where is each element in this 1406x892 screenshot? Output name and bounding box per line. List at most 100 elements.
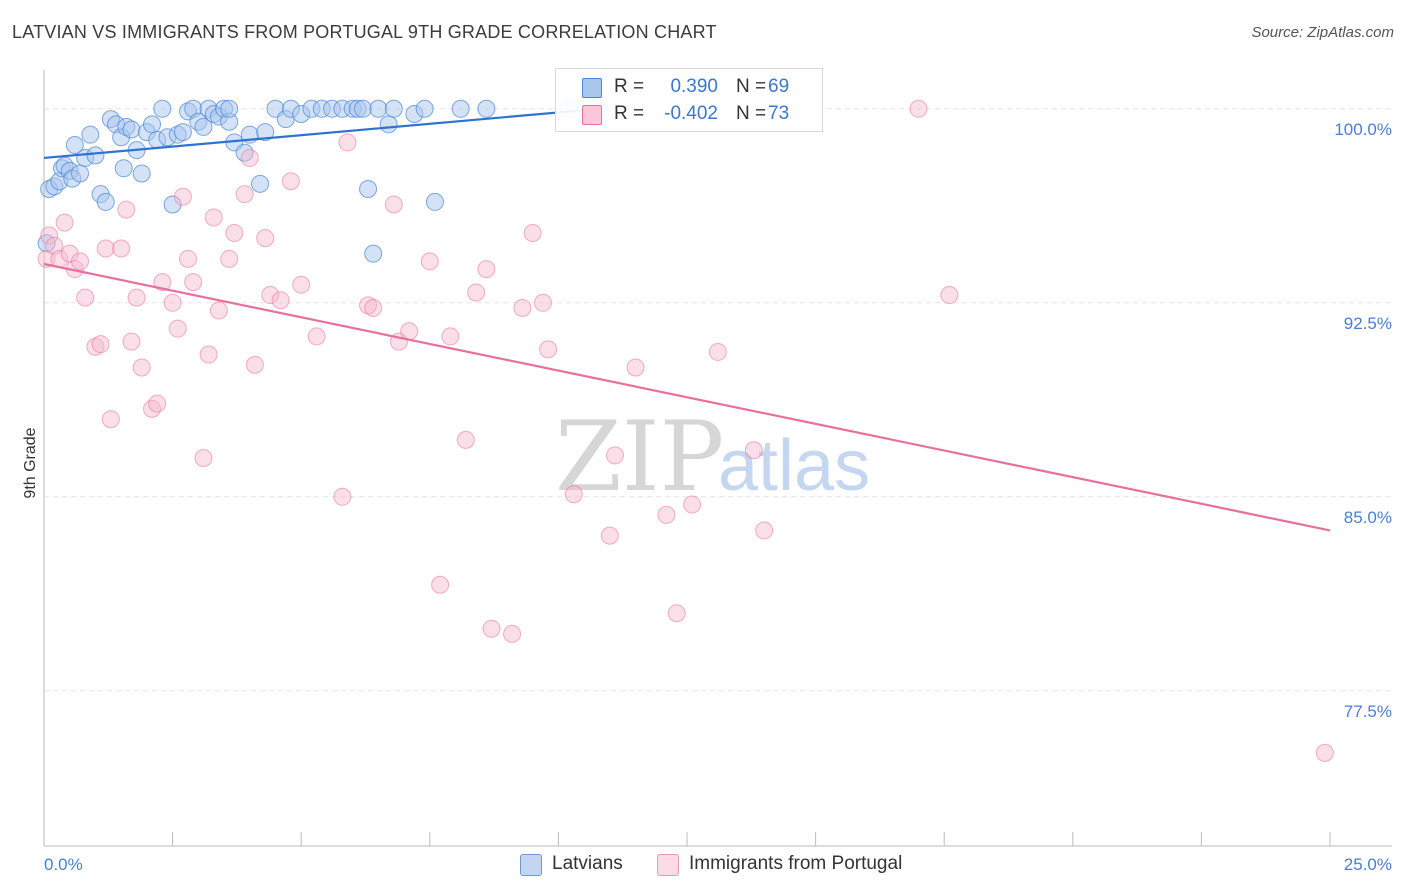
data-point-portugal [292,275,311,294]
legend-n-label: N = [736,103,767,124]
data-point-portugal [179,249,198,268]
data-point-latvians [384,99,403,118]
data-point-portugal [173,187,192,206]
data-point-portugal [55,213,74,232]
data-point-portugal [513,298,532,317]
data-point-portugal [281,172,300,191]
trend-line-portugal [43,262,1331,532]
data-point-latvians [353,99,372,118]
watermark-atlas: atlas [718,426,870,506]
legend-r-label: R = [614,76,645,97]
data-point-portugal [359,296,378,315]
data-point-portugal [96,239,115,258]
data-point-portugal [163,293,182,312]
data-point-portugal [220,249,239,268]
data-point-latvians [235,143,254,162]
data-point-portugal [909,99,928,118]
data-point-portugal [605,446,624,465]
legend-n-value: 69 [768,76,790,97]
data-point-latvians [132,164,151,183]
trend-lines [43,107,1331,532]
data-point-portugal [456,430,475,449]
data-point-portugal [441,327,460,346]
data-point-portugal [40,226,59,245]
data-point-portugal [338,133,357,152]
data-point-latvians [194,117,213,136]
legend-n-value: 73 [768,103,790,124]
data-point-portugal [477,260,496,279]
data-point-portugal [225,223,244,242]
data-point-latvians [96,192,115,211]
series-latvians [37,99,609,263]
data-point-latvians [425,192,444,211]
data-point-portugal [667,604,686,623]
bottom-legend: Latvians Immigrants from Portugal [0,852,1406,878]
data-point-latvians [256,123,275,142]
data-point-portugal [91,335,110,354]
data-point-latvians [86,146,105,165]
data-point-latvians [359,179,378,198]
y-tick-label: 92.5% [1344,314,1392,333]
legend-swatch-pink [657,854,679,876]
axes [43,70,1392,847]
legend-row-latvians: R = 0.390 N = 69 [556,73,822,101]
data-point-portugal [194,449,213,467]
data-point-latvians [163,195,182,214]
data-point-portugal [132,358,151,377]
legend-r-value: 0.390 [670,76,718,97]
data-point-portugal [533,293,552,312]
data-point-latvians [71,164,90,183]
data-point-portugal [235,185,254,204]
data-point-portugal [420,252,439,271]
data-point-portugal [184,273,203,292]
data-point-portugal [503,624,522,643]
data-point-portugal [209,301,228,320]
data-point-portugal [1315,743,1334,762]
data-point-portugal [127,288,146,307]
data-point-portugal [431,575,450,594]
data-point-portugal [539,340,558,359]
data-point-latvians [81,125,100,144]
y-tick-label: 77.5% [1344,702,1392,721]
data-point-portugal [245,355,264,374]
data-point-portugal [384,195,403,214]
data-point-portugal [256,229,275,248]
data-point-portugal [523,223,542,242]
data-point-latvians [364,244,383,263]
data-point-portugal [708,342,727,361]
legend-row-portugal: R = -0.402 N = 73 [556,100,822,128]
data-point-portugal [86,337,105,356]
data-point-latvians [477,99,496,118]
data-point-portugal [333,487,352,506]
data-point-latvians [451,99,470,118]
data-point-portugal [168,319,187,338]
data-point-portugal [307,327,326,346]
data-point-portugal [261,286,280,305]
legend-r-label: R = [614,103,645,124]
legend-n-label: N = [736,76,767,97]
chart-title: LATVIAN VS IMMIGRANTS FROM PORTUGAL 9TH … [12,22,717,42]
data-point-portugal [400,322,419,341]
stats-legend: R = 0.390 N = 69 R = -0.402 N = 73 [555,68,823,132]
data-point-portugal [101,410,120,429]
data-point-portugal [76,288,95,307]
data-point-latvians [369,99,388,118]
data-point-portugal [143,399,162,418]
data-point-latvians [251,174,270,193]
data-point-latvians [379,115,398,134]
legend-label-portugal: Immigrants from Portugal [689,853,903,874]
legend-swatch-blue [582,78,602,98]
source-label: Source: ZipAtlas.com [1251,24,1394,41]
data-point-portugal [71,252,90,271]
data-point-portugal [940,286,959,305]
data-point-latvians [220,99,239,118]
data-point-portugal [755,521,774,540]
legend-label-latvians: Latvians [552,853,623,874]
data-point-portugal [199,345,218,364]
y-tick-label: 85.0% [1344,508,1392,527]
data-point-latvians [143,115,162,134]
data-point-latvians [114,159,133,178]
data-point-portugal [744,441,763,460]
data-point-portugal [683,495,702,514]
